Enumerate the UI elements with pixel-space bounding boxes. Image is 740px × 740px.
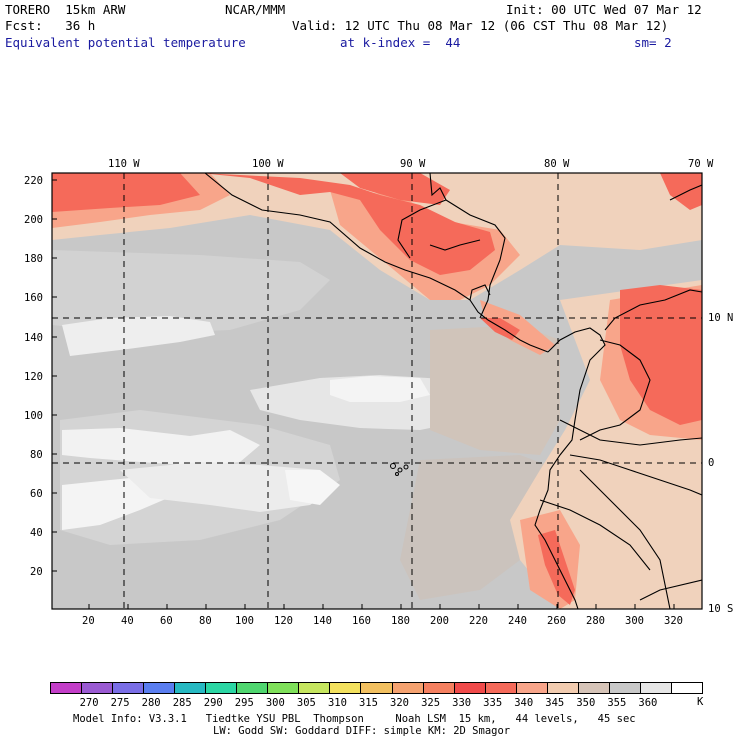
colorbar-label: 270 <box>79 697 99 709</box>
colorbar-unit: K <box>697 696 704 708</box>
colorbar-label: 350 <box>576 697 596 709</box>
colorbar-swatch <box>112 682 145 694</box>
forecast-hour: Fcst: 36 h <box>5 18 96 33</box>
lon-label-110w: 110 W <box>108 158 140 170</box>
lat-label-equator: 0 <box>708 457 715 469</box>
colorbar-swatch <box>639 682 672 694</box>
theta-e-field <box>52 173 702 609</box>
x-tick-label: 320 <box>664 615 683 627</box>
colorbar-label: 340 <box>514 697 534 709</box>
coastlines <box>204 173 702 609</box>
y-tick-label: 160 <box>24 292 43 304</box>
lon-label-80w: 80 W <box>544 158 570 170</box>
y-tick-label: 80 <box>30 449 43 461</box>
latlon-grid <box>52 173 702 609</box>
colorbar-swatch <box>453 682 486 694</box>
colorbar-label: 330 <box>452 697 472 709</box>
x-tick-label: 120 <box>274 615 293 627</box>
colorbar-label: 300 <box>265 697 285 709</box>
colorbar-swatch <box>484 682 517 694</box>
x-tick-label: 300 <box>625 615 644 627</box>
colorbar-label: 285 <box>172 697 192 709</box>
colorbar-swatch <box>329 682 362 694</box>
colorbar-label: 310 <box>327 697 347 709</box>
colorbar-label: 360 <box>638 697 658 709</box>
lat-label-10s: 10 S <box>708 603 734 615</box>
y-tick-label: 120 <box>24 371 43 383</box>
y-tick-label: 40 <box>30 527 43 539</box>
colorbar-swatch <box>608 682 641 694</box>
plot-frame <box>51 172 703 610</box>
x-tick-label: 80 <box>199 615 212 627</box>
x-tick-label: 280 <box>586 615 605 627</box>
colorbar-label: 275 <box>110 697 130 709</box>
x-tick-label: 20 <box>82 615 95 627</box>
colorbar-swatch <box>267 682 300 694</box>
colorbar-label: 355 <box>607 697 627 709</box>
colorbar-label: 345 <box>545 697 565 709</box>
valid-time: Valid: 12 UTC Thu 08 Mar 12 (06 CST Thu … <box>292 18 669 33</box>
y-tick-label: 20 <box>30 566 43 578</box>
x-tick-label: 40 <box>121 615 134 627</box>
colorbar-swatch <box>236 682 269 694</box>
lon-label-100w: 100 W <box>252 158 284 170</box>
colorbar-label: 315 <box>358 697 378 709</box>
smoothing-label: sm= 2 <box>634 35 672 50</box>
x-tick-label: 240 <box>508 615 527 627</box>
init-time: Init: 00 UTC Wed 07 Mar 12 <box>506 2 702 17</box>
x-tick-label: 220 <box>469 615 488 627</box>
colorbar-label: 290 <box>203 697 223 709</box>
y-tick-label: 100 <box>24 410 43 422</box>
colorbar-swatch <box>515 682 548 694</box>
physics-info: LW: Godd SW: Goddard DIFF: simple KM: 2D… <box>213 725 511 737</box>
model-name: TORERO 15km ARW <box>5 2 126 17</box>
field-title: Equivalent potential temperature <box>5 35 246 50</box>
x-tick-label: 160 <box>352 615 371 627</box>
colorbar-label: 335 <box>483 697 503 709</box>
colorbar-swatch <box>360 682 393 694</box>
x-tick-label: 260 <box>547 615 566 627</box>
colorbar-swatch <box>143 682 176 694</box>
colorbar-label: 295 <box>234 697 254 709</box>
lon-label-90w: 90 W <box>400 158 426 170</box>
level-label: at k-index = 44 <box>340 35 461 50</box>
colorbar-swatch <box>50 682 83 694</box>
x-tick-label: 100 <box>235 615 254 627</box>
colorbar-swatch <box>577 682 610 694</box>
y-tick-label: 220 <box>24 175 43 187</box>
y-tick-label: 60 <box>30 488 43 500</box>
colorbar-swatch <box>205 682 238 694</box>
x-tick-label: 140 <box>313 615 332 627</box>
model-info: Model Info: V3.3.1 Tiedtke YSU PBL Thomp… <box>73 713 636 725</box>
colorbar-swatch <box>546 682 579 694</box>
colorbar-label: 305 <box>296 697 316 709</box>
colorbar-label: 280 <box>141 697 161 709</box>
y-tick-label: 140 <box>24 332 43 344</box>
lon-label-70w: 70 W <box>688 158 714 170</box>
x-tick-label: 60 <box>160 615 173 627</box>
y-tick-label: 200 <box>24 214 43 226</box>
colorbar-label: 325 <box>421 697 441 709</box>
organization-label: NCAR/MMM <box>225 2 286 17</box>
x-tick-label: 180 <box>391 615 410 627</box>
colorbar-swatch <box>670 682 703 694</box>
colorbar-swatch <box>298 682 331 694</box>
colorbar-label: 320 <box>390 697 409 709</box>
colorbar-swatch <box>81 682 114 694</box>
lat-label-10n: 10 N <box>708 312 734 324</box>
x-tick-label: 200 <box>430 615 449 627</box>
axis-ticks <box>52 179 675 609</box>
y-tick-label: 180 <box>24 253 43 265</box>
colorbar-swatch <box>391 682 424 694</box>
colorbar-swatch <box>174 682 207 694</box>
colorbar-swatch <box>422 682 455 694</box>
